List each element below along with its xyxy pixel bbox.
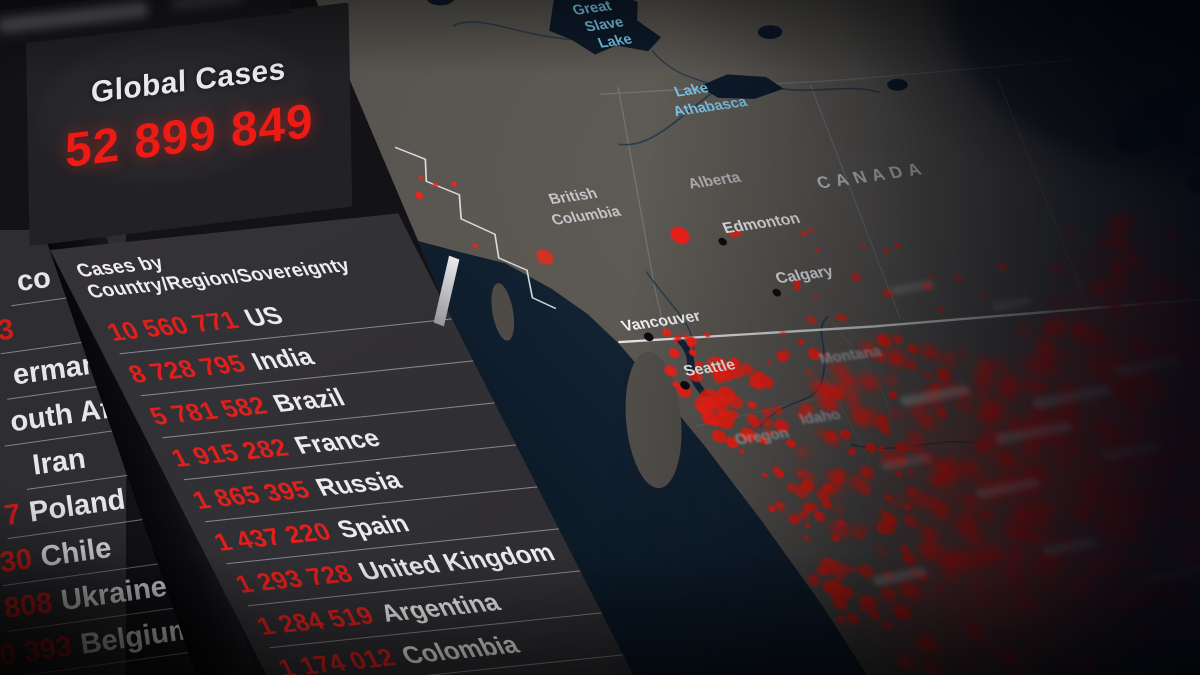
country-name-fragment: co xyxy=(14,261,53,299)
country-name: Spain xyxy=(332,509,414,544)
case-count-fragment: 3 xyxy=(0,313,16,348)
country-name: India xyxy=(247,342,319,376)
global-cases-panel: Global Cases 52 899 849 xyxy=(26,2,353,247)
country-name: US xyxy=(239,301,288,333)
case-count-fragment: 30 xyxy=(0,543,35,580)
case-count-fragment: 808 xyxy=(2,586,55,626)
blurred-text-smudge xyxy=(170,0,244,11)
country-name-fragment: Iran xyxy=(30,442,88,482)
case-count-fragment: 0 393 xyxy=(0,630,75,673)
country-name: Brazil xyxy=(268,383,350,418)
